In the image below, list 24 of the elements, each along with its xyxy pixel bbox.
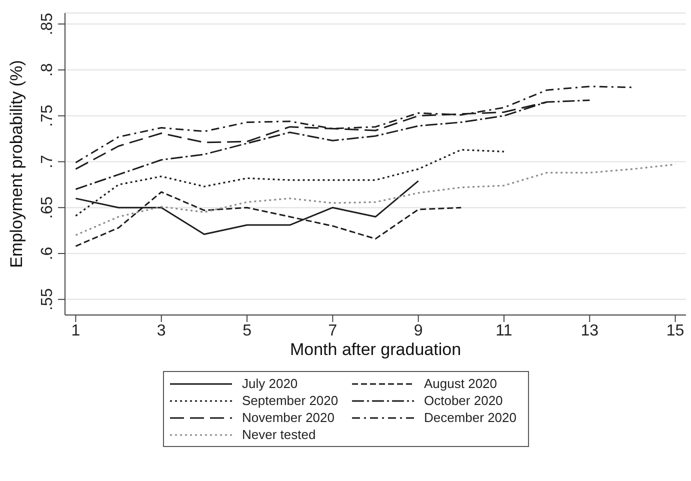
y-tick-label: .65 [39,196,56,219]
legend-label: July 2020 [242,376,298,391]
legend-label: Never tested [242,427,316,442]
x-tick-label: 5 [242,322,252,340]
y-axis-title: Employment probability (%) [7,60,26,268]
legend-label: December 2020 [424,410,516,425]
x-tick-label: 13 [580,322,599,340]
y-tick-label: .55 [39,288,56,311]
y-tick-label: .7 [39,154,56,168]
x-tick-label: 1 [71,322,80,340]
legend-label: October 2020 [424,393,503,408]
x-tick-label: 3 [156,322,166,340]
x-tick-label: 11 [496,322,512,340]
y-tick-label: .85 [39,12,56,36]
x-tick-label: 7 [328,322,338,340]
y-tick-label: .6 [39,246,56,260]
legend-label: November 2020 [242,410,334,425]
x-tick-label: 15 [666,322,684,340]
legend-label: September 2020 [242,393,338,408]
legend-label: August 2020 [424,376,498,391]
x-tick-label: 9 [414,322,423,340]
y-tick-label: .75 [39,104,56,127]
y-tick-label: .8 [39,63,56,77]
x-axis-title: Month after graduation [290,340,462,359]
